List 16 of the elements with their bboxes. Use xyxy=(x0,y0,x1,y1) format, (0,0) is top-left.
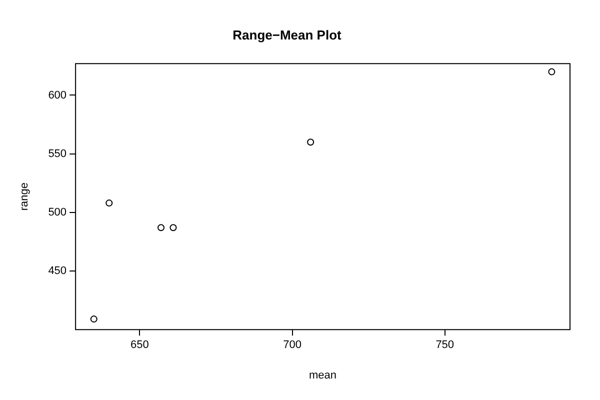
point xyxy=(158,224,165,232)
point xyxy=(90,316,98,323)
point xyxy=(170,224,177,232)
y-axis-title: range xyxy=(18,182,31,211)
point xyxy=(307,138,314,146)
x-axis-title: mean xyxy=(309,369,337,382)
point xyxy=(548,68,556,76)
y-tick-label: 500 xyxy=(48,206,67,218)
x-tick-label: 650 xyxy=(130,339,149,352)
chart-title: Range−Mean Plot xyxy=(232,27,342,42)
point xyxy=(106,200,113,207)
y-tick-label: 600 xyxy=(48,89,67,102)
y-tick-label: 450 xyxy=(48,265,67,278)
x-tick-label: 700 xyxy=(283,339,302,352)
y-tick-label: 550 xyxy=(48,148,67,160)
x-tick-label: 750 xyxy=(436,339,454,352)
